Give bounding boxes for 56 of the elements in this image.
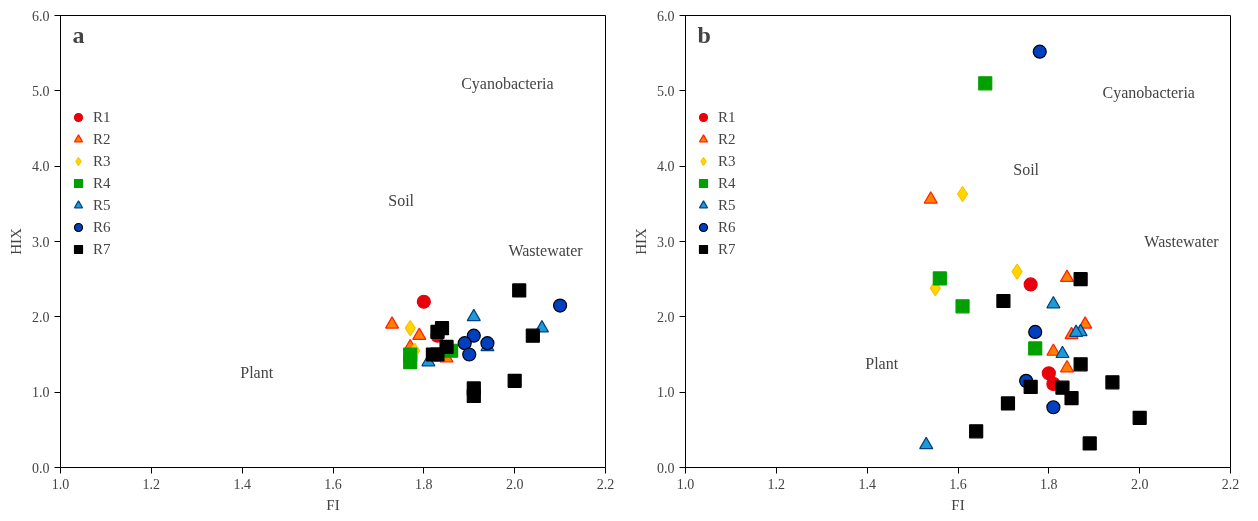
legend-label: R5 [93, 196, 112, 214]
x-tick-label: 2.0 [505, 476, 524, 492]
annotation: Plant [865, 355, 899, 373]
legend-label: R5 [718, 196, 737, 214]
x-tick-label: 1.0 [676, 476, 695, 492]
legend-label: R4 [93, 174, 112, 192]
legend-label: R3 [93, 152, 112, 170]
x-tick-label: 2.2 [1221, 476, 1240, 492]
annotation: Soil [1013, 160, 1040, 178]
x-axis-title: FI [951, 496, 965, 513]
x-tick-label: 2.2 [596, 476, 615, 492]
y-tick-label: 3.0 [657, 234, 675, 250]
y-axis-title: HIX [633, 228, 649, 255]
chart-title: b [697, 21, 711, 48]
legend-label: R6 [93, 218, 112, 236]
x-tick-label: 1.6 [324, 476, 342, 492]
y-tick-label: 2.0 [657, 309, 675, 325]
legend-label: R2 [718, 130, 737, 148]
annotation: Wastewater [508, 242, 584, 260]
legend-label: R1 [93, 108, 112, 126]
y-tick-label: 0.0 [32, 460, 50, 476]
x-tick-label: 1.4 [858, 476, 876, 492]
x-tick-label: 1.0 [51, 476, 70, 492]
y-tick-label: 6.0 [657, 8, 675, 24]
x-tick-label: 1.8 [415, 476, 433, 492]
y-tick-label: 2.0 [32, 309, 50, 325]
chart-title: a [72, 21, 85, 48]
y-tick-label: 0.0 [657, 460, 675, 476]
legend-label: R3 [718, 152, 737, 170]
y-tick-label: 5.0 [657, 83, 675, 99]
annotation: Wastewater [1144, 233, 1220, 250]
y-axis-title: HIX [8, 228, 24, 255]
x-tick-label: 1.4 [233, 476, 251, 492]
y-tick-label: 1.0 [657, 385, 675, 401]
legend-label: R6 [718, 218, 737, 236]
y-tick-label: 4.0 [32, 159, 50, 175]
x-tick-label: 2.0 [1130, 476, 1149, 492]
x-tick-label: 1.8 [1040, 476, 1058, 492]
legend-label: R4 [718, 174, 737, 192]
annotation: Plant [240, 364, 274, 382]
y-tick-label: 1.0 [32, 385, 50, 401]
y-tick-label: 5.0 [32, 83, 50, 99]
legend-label: R7 [93, 240, 112, 258]
x-tick-label: 1.6 [949, 476, 967, 492]
y-tick-label: 3.0 [32, 234, 50, 250]
x-axis-title: FI [326, 496, 340, 513]
x-tick-label: 1.2 [142, 476, 161, 492]
legend-label: R7 [718, 240, 737, 258]
y-tick-label: 6.0 [32, 8, 50, 24]
x-tick-label: 1.2 [767, 476, 786, 492]
annotation: Soil [388, 192, 415, 210]
y-tick-label: 4.0 [657, 159, 675, 175]
annotation: Cyanobacteria [1102, 83, 1195, 102]
legend-label: R2 [93, 130, 112, 148]
legend-label: R1 [718, 108, 737, 126]
annotation: Cyanobacteria [461, 74, 554, 93]
